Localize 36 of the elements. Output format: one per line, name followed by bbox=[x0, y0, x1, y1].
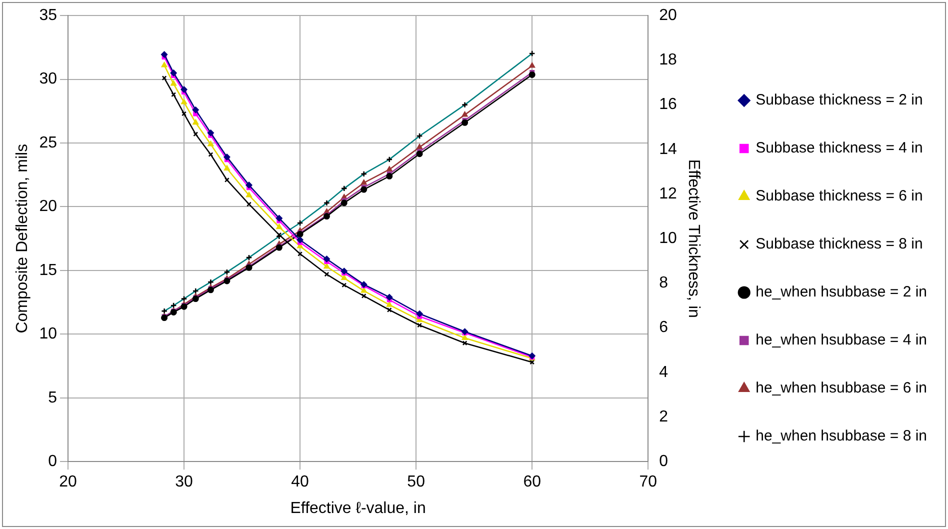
y2-tick-label: 6 bbox=[659, 319, 668, 336]
y-tick-label: 0 bbox=[48, 453, 58, 470]
y-tick-label: 30 bbox=[39, 70, 58, 88]
x-tick-label: 40 bbox=[291, 474, 310, 491]
y2-axis-title: Effective Thickness, in bbox=[685, 159, 702, 318]
y2-tick-label: 4 bbox=[659, 364, 668, 381]
x-tick-label: 50 bbox=[407, 474, 426, 491]
y2-tick-label: 2 bbox=[659, 408, 668, 426]
y-tick-label: 25 bbox=[39, 134, 58, 152]
legend-label: Subbase thickness = 4 in bbox=[756, 140, 923, 157]
y-tick-label: 10 bbox=[39, 326, 58, 343]
y2-tick-label: 14 bbox=[659, 140, 678, 158]
legend-label: he_when hsubbase = 4 in bbox=[756, 332, 928, 349]
legend-label: he_when hsubbase = 6 in bbox=[756, 380, 928, 397]
legend-label: Subbase thickness = 2 in bbox=[756, 92, 923, 109]
x-tick-label: 60 bbox=[523, 474, 542, 491]
y2-tick-label: 20 bbox=[659, 7, 678, 24]
y2-tick-label: 0 bbox=[659, 453, 668, 470]
legend-label: Subbase thickness = 8 in bbox=[756, 236, 923, 253]
y-tick-label: 35 bbox=[39, 7, 58, 24]
y-tick-label: 5 bbox=[48, 389, 58, 406]
y2-tick-label: 12 bbox=[659, 185, 678, 202]
legend-label: he_when hsubbase = 2 in bbox=[756, 284, 928, 301]
legend-label: he_when hsubbase = 8 in bbox=[756, 428, 928, 445]
y-tick-label: 15 bbox=[39, 262, 58, 279]
y2-tick-label: 8 bbox=[659, 274, 668, 292]
x-tick-label: 70 bbox=[639, 474, 658, 491]
x-tick-label: 30 bbox=[175, 474, 194, 491]
y2-tick-label: 16 bbox=[659, 96, 678, 114]
legend-label: Subbase thickness = 6 in bbox=[756, 188, 923, 205]
y2-tick-label: 10 bbox=[659, 230, 678, 248]
x-axis-title: Effective ℓ-value, in bbox=[290, 500, 426, 517]
y-axis-title: Composite Deflection, mils bbox=[14, 144, 32, 334]
x-tick-label: 20 bbox=[59, 474, 77, 491]
y-tick-label: 20 bbox=[39, 198, 58, 216]
y2-tick-label: 18 bbox=[659, 52, 678, 69]
